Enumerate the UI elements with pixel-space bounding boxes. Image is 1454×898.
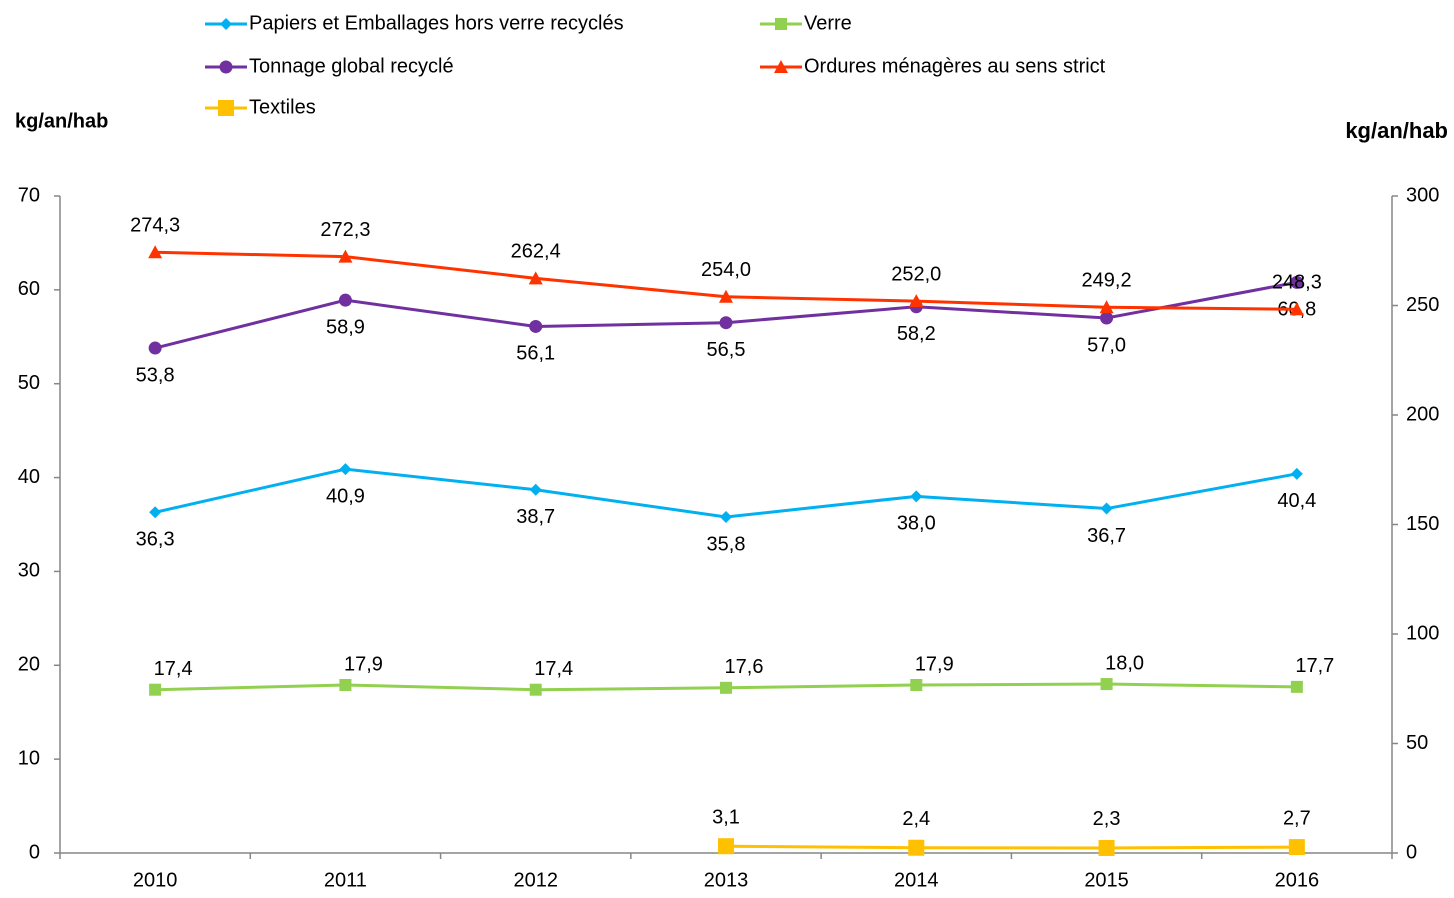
legend-label: Tonnage global recyclé [249, 55, 454, 77]
data-label: 53,8 [136, 364, 175, 386]
marker [338, 249, 353, 263]
y-tick-label: 0 [29, 841, 40, 863]
y-tick-label: 60 [18, 278, 40, 300]
data-label: 2,7 [1283, 807, 1311, 829]
data-label: 17,4 [154, 658, 193, 680]
marker [719, 289, 733, 303]
data-label: 262,4 [511, 241, 561, 263]
marker [339, 463, 352, 476]
marker [775, 18, 787, 30]
data-label: 38,0 [897, 513, 936, 535]
data-label: 254,0 [701, 259, 751, 281]
data-label: 57,0 [1087, 334, 1126, 356]
marker [148, 245, 163, 259]
marker [219, 60, 233, 74]
series-line [725, 844, 1297, 850]
x-tick-label: 2010 [133, 869, 178, 891]
y-tick-label: 40 [18, 466, 40, 488]
data-label: 272,3 [320, 219, 370, 241]
data-label: 38,7 [516, 506, 555, 528]
x-tick-label: 2014 [894, 869, 939, 891]
data-label: 56,5 [707, 339, 746, 361]
data-label: 2,3 [1093, 808, 1121, 830]
y2-tick-label: 50 [1406, 732, 1428, 754]
data-label: 36,7 [1087, 525, 1126, 547]
data-label: 17,6 [725, 656, 764, 678]
data-label: 18,0 [1105, 652, 1144, 674]
data-label: 56,1 [516, 343, 555, 365]
data-label: 40,9 [326, 485, 365, 507]
marker [529, 683, 542, 696]
marker [719, 316, 733, 330]
marker [1289, 302, 1304, 316]
data-label: 252,0 [891, 263, 941, 285]
marker [529, 483, 542, 496]
data-label: 17,4 [534, 658, 573, 680]
marker [909, 294, 924, 308]
data-label: 248,3 [1272, 272, 1322, 294]
marker [528, 271, 543, 285]
marker [149, 683, 162, 696]
data-label: 17,9 [344, 653, 383, 675]
marker [338, 293, 352, 307]
marker [1100, 678, 1113, 691]
marker [908, 839, 925, 856]
y2-tick-label: 250 [1406, 294, 1439, 316]
x-tick-label: 2016 [1275, 869, 1320, 891]
data-label: 17,9 [915, 653, 954, 675]
marker [774, 60, 788, 73]
marker [1290, 467, 1303, 480]
y-axis-title: kg/an/hab [15, 110, 108, 132]
marker [720, 510, 732, 523]
data-label: 58,9 [326, 316, 365, 338]
marker [220, 18, 232, 30]
legend-label: Verre [804, 12, 852, 34]
marker [218, 100, 234, 116]
legend-label: Textiles [249, 96, 316, 118]
y-tick-label: 30 [18, 560, 40, 582]
data-label: 36,3 [136, 529, 175, 551]
marker [1100, 502, 1113, 515]
y2-tick-label: 150 [1406, 513, 1439, 535]
data-label: 274,3 [130, 215, 180, 237]
y2-axis-title: kg/an/hab [1345, 118, 1448, 143]
x-tick-label: 2011 [324, 869, 367, 891]
y2-tick-label: 300 [1406, 184, 1439, 206]
y2-tick-label: 200 [1406, 403, 1439, 425]
marker [1290, 275, 1304, 289]
y-tick-label: 20 [18, 654, 40, 676]
y-tick-label: 70 [18, 184, 40, 206]
data-label: 40,4 [1277, 490, 1316, 512]
data-label: 3,1 [712, 806, 740, 828]
marker [910, 678, 923, 691]
marker [1288, 839, 1305, 856]
marker [1099, 300, 1114, 314]
marker [718, 838, 734, 855]
data-label: 17,7 [1295, 655, 1334, 677]
data-label: 58,2 [897, 323, 936, 345]
data-label: 2,4 [902, 808, 930, 830]
x-tick-label: 2012 [513, 869, 558, 891]
marker [529, 319, 543, 333]
marker [910, 490, 923, 503]
y-tick-label: 50 [18, 372, 40, 394]
marker [1290, 680, 1303, 693]
marker [1098, 839, 1115, 856]
y-tick-label: 10 [18, 747, 40, 769]
data-label: 35,8 [707, 533, 746, 555]
marker [720, 681, 732, 694]
marker [339, 678, 352, 691]
marker [148, 341, 162, 355]
legend-label: Papiers et Emballages hors verre recyclé… [249, 12, 624, 34]
legend-label: Ordures ménagères au sens strict [804, 55, 1106, 77]
y2-tick-label: 100 [1406, 622, 1439, 644]
x-tick-label: 2015 [1084, 869, 1129, 891]
marker [149, 506, 162, 519]
data-label: 249,2 [1082, 270, 1132, 292]
marker [1100, 311, 1114, 325]
x-tick-label: 2013 [704, 869, 749, 891]
y2-tick-label: 0 [1406, 841, 1417, 863]
